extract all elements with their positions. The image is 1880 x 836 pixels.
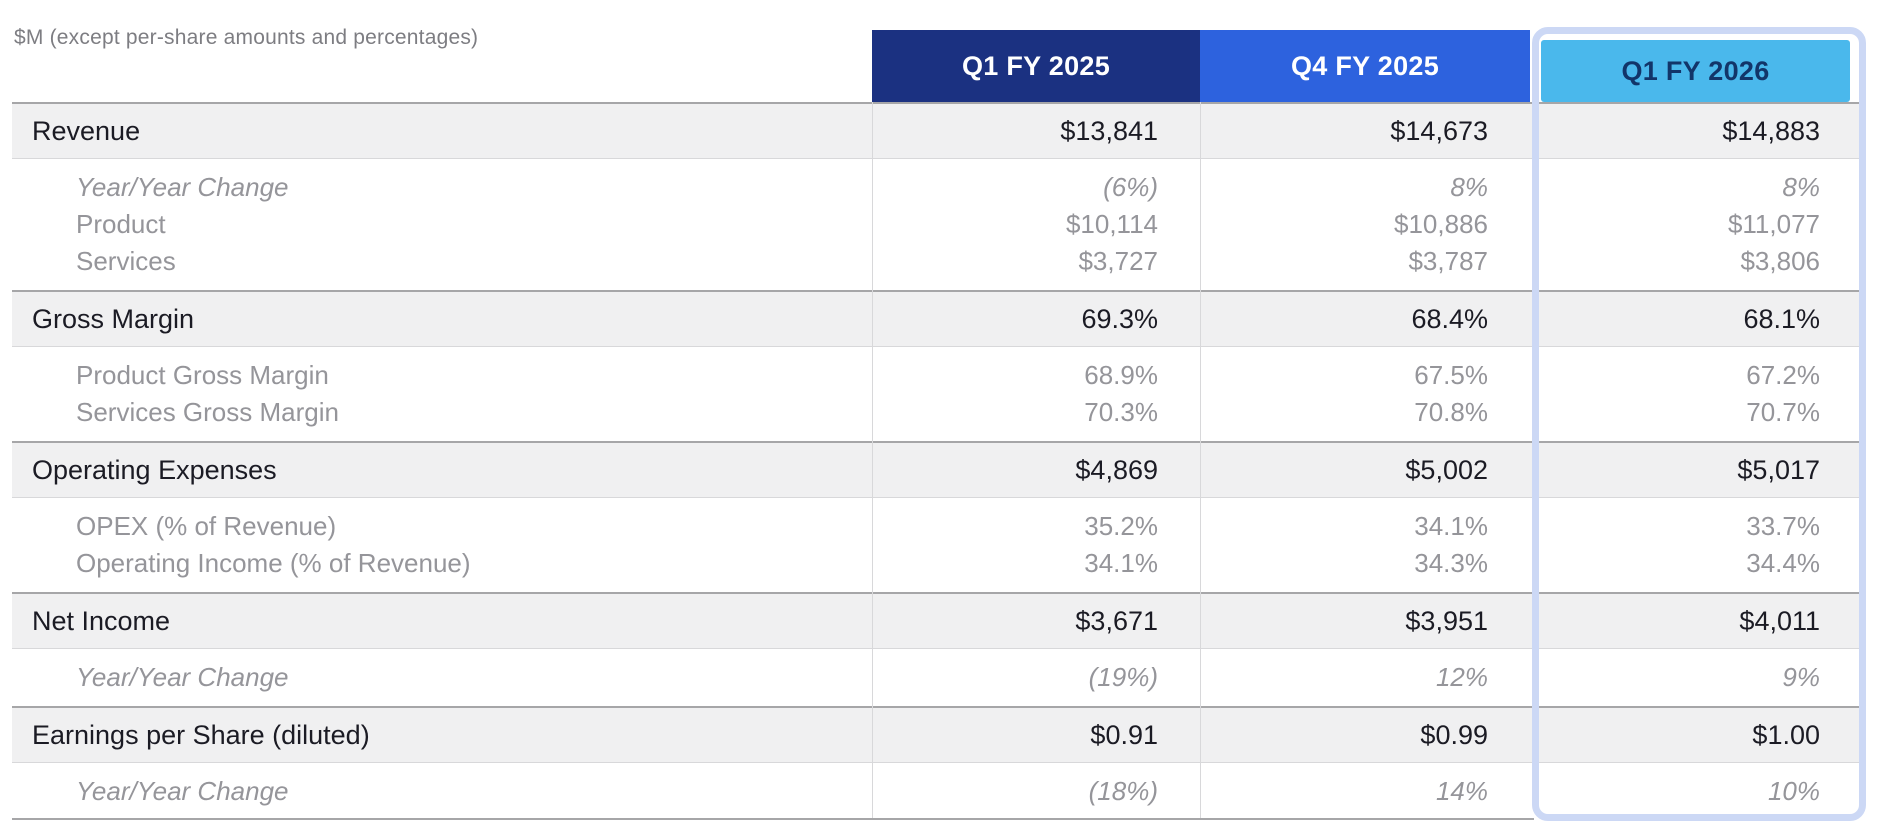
value-cell: 34.1% bbox=[1084, 548, 1158, 578]
column-divider-line bbox=[872, 102, 873, 820]
row-label: Operating Expenses bbox=[32, 454, 277, 485]
table-subrow: Operating Income (% of Revenue) 34.1% 34… bbox=[12, 545, 1862, 582]
column-header-q1-fy2026: Q1 FY 2026 bbox=[1541, 40, 1850, 102]
value-cell: 67.5% bbox=[1414, 360, 1488, 390]
value-cell: 33.7% bbox=[1746, 511, 1820, 541]
row-label: Year/Year Change bbox=[76, 776, 289, 806]
table-subrow: Services $3,727 $3,787 $3,806 bbox=[12, 243, 1862, 280]
table-row: Operating Expenses $4,869 $5,002 $5,017 bbox=[12, 441, 1862, 498]
row-label: Net Income bbox=[32, 605, 171, 636]
value-cell: 70.7% bbox=[1746, 397, 1820, 427]
value-cell: $3,806 bbox=[1740, 246, 1820, 276]
table-row: Revenue $13,841 $14,673 $14,883 bbox=[12, 102, 1862, 159]
value-cell: 14% bbox=[1435, 776, 1488, 806]
value-cell: $14,883 bbox=[1722, 115, 1820, 146]
value-cell: $10,114 bbox=[1065, 209, 1158, 239]
table-subrow: Product $10,114 $10,886 $11,077 bbox=[12, 206, 1862, 243]
value-cell: $5,017 bbox=[1737, 454, 1820, 485]
value-cell: 70.8% bbox=[1414, 397, 1488, 427]
value-cell: 69.3% bbox=[1081, 303, 1158, 334]
value-cell: $3,727 bbox=[1078, 246, 1158, 276]
value-cell: (18%) bbox=[1088, 776, 1158, 806]
table-subrow: Services Gross Margin 70.3% 70.8% 70.7% bbox=[12, 394, 1862, 431]
value-cell: 34.3% bbox=[1414, 548, 1488, 578]
column-header-q4-fy2025: Q4 FY 2025 bbox=[1200, 30, 1530, 102]
value-cell: $0.99 bbox=[1420, 719, 1488, 750]
table-subrow: Year/Year Change (18%) 14% 10% bbox=[12, 773, 1862, 810]
sub-rows-group: OPEX (% of Revenue) 35.2% 34.1% 33.7% Op… bbox=[12, 498, 1862, 592]
sub-rows-group: Year/Year Change (18%) 14% 10% bbox=[12, 763, 1862, 820]
table-subrow: Product Gross Margin 68.9% 67.5% 67.2% bbox=[12, 357, 1862, 394]
value-cell: $10,886 bbox=[1394, 209, 1488, 239]
table-subrow: Year/Year Change (19%) 12% 9% bbox=[12, 659, 1862, 696]
header-row: Q1 FY 2025 Q4 FY 2025 Q1 FY 2026 bbox=[12, 30, 1862, 102]
table-subrow: Year/Year Change (6%) 8% 8% bbox=[12, 169, 1862, 206]
row-label: Product Gross Margin bbox=[76, 360, 329, 390]
value-cell: 34.1% bbox=[1414, 511, 1488, 541]
value-cell: 8% bbox=[1450, 172, 1488, 202]
column-divider-line bbox=[1200, 102, 1201, 820]
row-label: Services bbox=[76, 246, 176, 276]
value-cell: $3,951 bbox=[1405, 605, 1488, 636]
table-row: Earnings per Share (diluted) $0.91 $0.99… bbox=[12, 706, 1862, 763]
sub-rows-group: Year/Year Change (6%) 8% 8% Product $10,… bbox=[12, 159, 1862, 290]
row-label: OPEX (% of Revenue) bbox=[76, 511, 337, 541]
value-cell: $3,671 bbox=[1075, 605, 1158, 636]
value-cell: 68.9% bbox=[1084, 360, 1158, 390]
units-note: $M (except per-share amounts and percent… bbox=[14, 26, 479, 49]
sub-rows-group: Year/Year Change (19%) 12% 9% bbox=[12, 649, 1862, 706]
table-row: Net Income $3,671 $3,951 $4,011 bbox=[12, 592, 1862, 649]
value-cell: 67.2% bbox=[1746, 360, 1820, 390]
table-subrow: OPEX (% of Revenue) 35.2% 34.1% 33.7% bbox=[12, 508, 1862, 545]
value-cell: 10% bbox=[1767, 776, 1820, 806]
value-cell: 12% bbox=[1435, 662, 1488, 692]
row-label: Earnings per Share (diluted) bbox=[32, 719, 370, 750]
value-cell: $5,002 bbox=[1405, 454, 1488, 485]
value-cell: (6%) bbox=[1103, 172, 1158, 202]
value-cell: 68.1% bbox=[1743, 303, 1820, 334]
row-label: Year/Year Change bbox=[76, 172, 289, 202]
value-cell: 8% bbox=[1782, 172, 1820, 202]
value-cell: $3,787 bbox=[1408, 246, 1488, 276]
row-label: Revenue bbox=[32, 115, 141, 146]
value-cell: 70.3% bbox=[1084, 397, 1158, 427]
sub-rows-group: Product Gross Margin 68.9% 67.5% 67.2% S… bbox=[12, 347, 1862, 441]
value-cell: $0.91 bbox=[1090, 719, 1158, 750]
value-cell: 35.2% bbox=[1084, 511, 1158, 541]
column-header-q1-fy2025: Q1 FY 2025 bbox=[872, 30, 1200, 102]
table-body: Revenue $13,841 $14,673 $14,883 Year/Yea… bbox=[12, 102, 1862, 820]
value-cell: $13,841 bbox=[1060, 115, 1158, 146]
row-label: Gross Margin bbox=[32, 303, 195, 334]
value-cell: 68.4% bbox=[1411, 303, 1488, 334]
value-cell: 34.4% bbox=[1746, 548, 1820, 578]
value-cell: $11,077 bbox=[1727, 209, 1820, 239]
value-cell: (19%) bbox=[1088, 662, 1158, 692]
row-label: Product bbox=[76, 209, 166, 239]
value-cell: $14,673 bbox=[1390, 115, 1488, 146]
row-label: Services Gross Margin bbox=[76, 397, 339, 427]
value-cell: $4,011 bbox=[1739, 605, 1820, 636]
row-label: Operating Income (% of Revenue) bbox=[76, 548, 471, 578]
value-cell: 9% bbox=[1782, 662, 1820, 692]
table-row: Gross Margin 69.3% 68.4% 68.1% bbox=[12, 290, 1862, 347]
table-bottom-border bbox=[12, 818, 1534, 820]
value-cell: $1.00 bbox=[1752, 719, 1820, 750]
row-label: Year/Year Change bbox=[76, 662, 289, 692]
value-cell: $4,869 bbox=[1075, 454, 1158, 485]
